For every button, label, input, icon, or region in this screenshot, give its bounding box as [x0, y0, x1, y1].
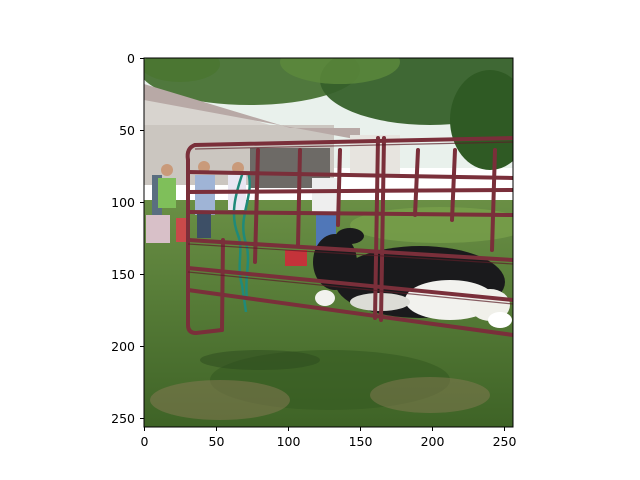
y-tick-label: 200 [111, 339, 135, 354]
x-tick-label: 250 [493, 434, 517, 449]
y-tick-label: 100 [111, 195, 135, 210]
y-tick-label: 150 [111, 267, 135, 282]
x-tick-label: 150 [349, 434, 373, 449]
y-tick-label: 250 [111, 411, 135, 426]
x-tick-label: 100 [277, 434, 301, 449]
x-axis: 0 50 100 150 200 250 [141, 427, 517, 449]
y-tick-label: 50 [119, 123, 135, 138]
x-tick-label: 0 [141, 434, 149, 449]
tree-foliage [144, 58, 513, 170]
photo [144, 58, 513, 427]
x-tick-label: 200 [421, 434, 445, 449]
y-tick-label: 0 [127, 51, 135, 66]
x-tick-label: 50 [209, 434, 225, 449]
red-cooler [285, 250, 307, 266]
metal-gate [185, 136, 513, 337]
y-axis: 0 50 100 150 200 250 [111, 51, 144, 426]
barn [144, 84, 400, 188]
image-axes-frame [143, 57, 514, 428]
